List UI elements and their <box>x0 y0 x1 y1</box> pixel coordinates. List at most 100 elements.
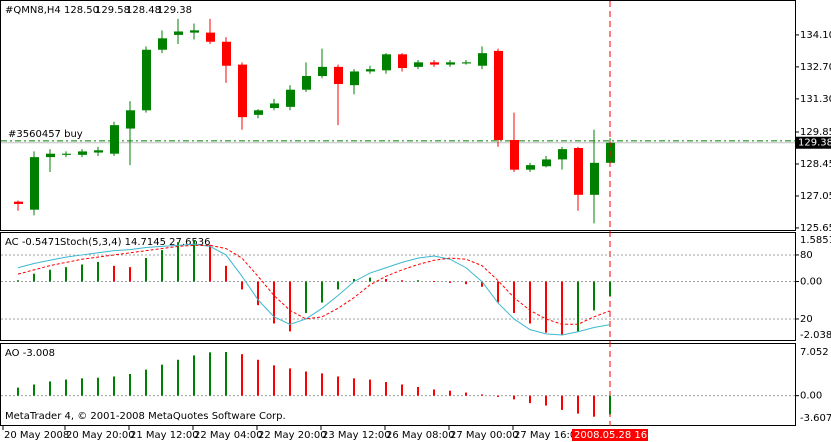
y-max-label: 1.5851 <box>800 235 831 246</box>
y-tick-label: 125.65 <box>800 223 831 234</box>
histogram-bar <box>481 394 483 396</box>
histogram-bar <box>417 386 419 396</box>
chart-title: #QMN8,H4 <box>5 5 61 16</box>
x-tick-label: 20 May 2008 <box>4 430 69 441</box>
histogram-bar <box>385 278 387 282</box>
stoch-title: Stoch(5,3,4) 14.7145 27.6536 <box>60 237 211 248</box>
histogram-bar <box>305 281 307 314</box>
histogram-bar <box>49 381 51 396</box>
histogram-bar <box>417 280 419 282</box>
candle-body <box>366 69 375 72</box>
candle-body <box>78 151 87 155</box>
histogram-bar <box>33 384 35 396</box>
y-tick-label: 132.70 <box>800 62 831 73</box>
y-tick-label: 128.45 <box>800 159 831 170</box>
ao-title: AO -3.008 <box>5 348 55 359</box>
x-tick-label: 22 May 20:00 <box>258 430 327 441</box>
y-tick-label: 134.10 <box>800 30 831 41</box>
histogram-bar <box>209 352 211 396</box>
histogram-bar <box>481 281 483 287</box>
histogram-bar <box>593 395 595 417</box>
histogram-bar <box>289 368 291 396</box>
histogram-bar <box>369 379 371 396</box>
ac-frame <box>0 232 796 341</box>
last-price-label: 129.38 <box>798 138 831 149</box>
candle-body <box>478 53 487 66</box>
candle-body <box>30 157 39 210</box>
histogram-bar <box>385 382 387 396</box>
histogram-bar <box>193 355 195 396</box>
ac-title: AC -0.5471 <box>5 237 60 248</box>
x-tick-label: 21 May 12:00 <box>130 430 199 441</box>
y-tick-label: 20 <box>800 314 813 325</box>
histogram-bar <box>97 377 99 396</box>
main-frame <box>0 0 796 231</box>
histogram-bar <box>577 395 579 414</box>
candle-body <box>494 50 503 140</box>
histogram-bar <box>529 281 531 324</box>
indicator-line <box>17 243 611 336</box>
y-tick-label: 127.05 <box>800 191 831 202</box>
histogram-bar <box>449 281 451 283</box>
histogram-bar <box>529 395 531 404</box>
histogram-bar <box>225 265 227 282</box>
x-tick-label: 27 May 16:00 <box>514 430 583 441</box>
candle-body <box>270 103 279 109</box>
candle-body <box>526 165 535 170</box>
histogram-bar <box>545 395 547 406</box>
histogram-bar <box>257 359 259 396</box>
histogram-bar <box>513 395 515 400</box>
candle-body <box>126 110 135 129</box>
histogram-bar <box>369 277 371 282</box>
histogram-bar <box>177 242 179 282</box>
histogram-bar <box>593 281 595 311</box>
candle-body <box>574 147 583 195</box>
histogram-bar <box>465 281 467 285</box>
histogram-bar <box>17 280 19 282</box>
histogram-bar <box>321 281 323 303</box>
histogram-bar <box>433 389 435 396</box>
y-tick-label: 131.30 <box>800 94 831 105</box>
indicator-line <box>17 244 611 325</box>
candle-body <box>46 153 55 158</box>
candle-body <box>382 54 391 71</box>
histogram-bar <box>81 378 83 396</box>
histogram-bar <box>177 359 179 396</box>
histogram-bar <box>545 281 547 333</box>
y-min-label: -2.0383 <box>800 330 831 341</box>
header-low: 128.48 <box>126 5 161 16</box>
candle-body <box>62 153 71 155</box>
candle-body <box>462 62 471 64</box>
histogram-bar <box>161 364 163 396</box>
last-price-box <box>795 136 831 149</box>
histogram-bar <box>17 387 19 396</box>
x-tick-label: 23 May 12:00 <box>322 430 391 441</box>
x-tick-label: 27 May 00:00 <box>450 430 519 441</box>
histogram-bar <box>401 280 403 282</box>
histogram-bar <box>273 281 275 324</box>
histogram-bar <box>33 273 35 282</box>
histogram-bar <box>433 281 435 283</box>
histogram-bar <box>145 257 147 282</box>
cursor-label: 2008.05.28 16:00 <box>574 430 663 441</box>
candle-body <box>94 150 103 153</box>
histogram-bar <box>561 395 563 410</box>
candle-body <box>510 139 519 170</box>
histogram-bar <box>353 378 355 396</box>
x-tick-label: 26 May 08:00 <box>386 430 455 441</box>
histogram-bar <box>145 369 147 396</box>
histogram-bar <box>497 281 499 303</box>
histogram-bar <box>449 390 451 396</box>
histogram-bar <box>241 354 243 396</box>
histogram-bar <box>209 244 211 282</box>
candle-body <box>190 30 199 33</box>
candle-body <box>110 125 119 154</box>
candle-body <box>542 159 551 167</box>
histogram-bar <box>81 264 83 282</box>
histogram-bar <box>113 376 115 396</box>
histogram-bar <box>193 240 195 282</box>
histogram-bar <box>401 384 403 396</box>
y-tick-label: 0.00 <box>800 277 822 288</box>
